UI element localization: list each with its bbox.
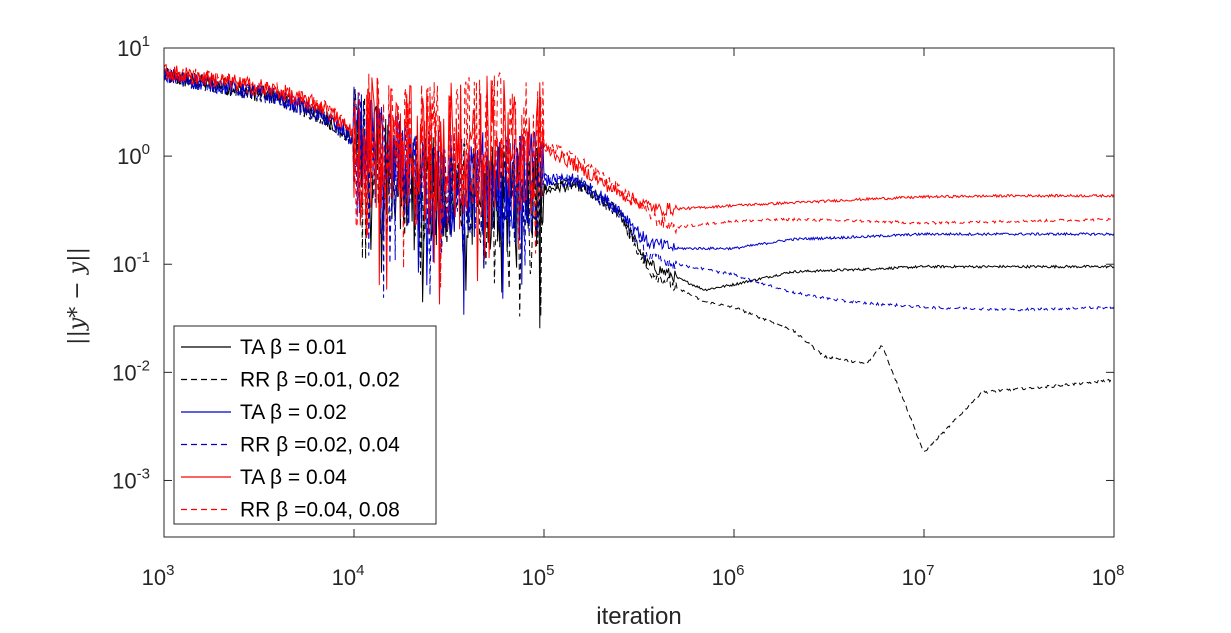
y-tick-label: 10-1: [112, 249, 150, 277]
legend-label: RR β =0.04, 0.08: [240, 499, 400, 522]
legend-label: TA β = 0.01: [240, 336, 347, 359]
plot-frame: [163, 47, 1115, 538]
series-line-2: [164, 68, 1114, 453]
y-axis-label: ||y* − y||: [65, 247, 90, 345]
legend-label: TA β = 0.04: [240, 466, 347, 489]
label-layer: 103 104 105 106 107 108 10-3 10-2 10-1 100 101: [112, 33, 1124, 590]
x-tick-label: 108: [1092, 562, 1125, 590]
legend-box: [173, 325, 437, 525]
legend-label: TA β = 0.02: [240, 401, 347, 424]
x-axis-label: iteration: [596, 603, 681, 630]
legend: TA β = 0.01 RR β =0.01, 0.02 TA β = 0.02 RR…: [173, 325, 437, 525]
x-tick-label: 104: [332, 562, 365, 590]
x-tick-label: 103: [142, 562, 175, 590]
y-tick-label: 101: [117, 33, 150, 61]
tick-layer: [163, 47, 1115, 537]
legend-label: RR β =0.01, 0.02: [240, 369, 400, 392]
x-tick-label: 105: [522, 562, 555, 590]
legend-label: RR β =0.02, 0.04: [240, 434, 400, 457]
y-tick-label: 100: [117, 141, 150, 169]
y-tick-label: 10-2: [112, 357, 150, 385]
x-tick-label: 106: [712, 562, 745, 590]
series-line-4: [164, 68, 1114, 312]
x-tick-label: 107: [902, 562, 935, 590]
series-line-6: [164, 67, 1114, 288]
y-tick-label: 10-3: [112, 465, 150, 493]
series-layer: [164, 63, 1114, 453]
